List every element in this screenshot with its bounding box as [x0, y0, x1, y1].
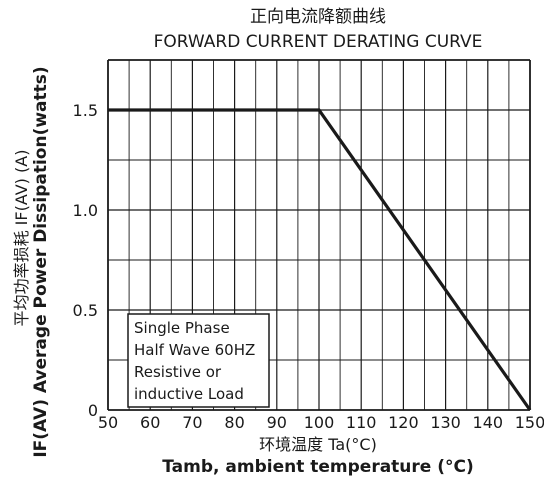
- x-tick-label: 130: [430, 413, 461, 432]
- x-tick-labels: 50 60 70 80 90 100 110 120 130 140 150: [98, 413, 544, 432]
- chart-subtitle: FORWARD CURRENT DERATING CURVE: [154, 32, 483, 52]
- x-tick-label: 90: [267, 413, 287, 432]
- x-tick-label: 80: [224, 413, 244, 432]
- y-axis-label: IF(AV) Average Power Dissipation(watts): [31, 66, 51, 457]
- note-line-3: Resistive or: [134, 363, 222, 381]
- chart-title: 正向电流降额曲线: [250, 7, 386, 27]
- x-axis-label: Tamb, ambient temperature (°C): [162, 457, 474, 477]
- note-box: Single Phase Half Wave 60HZ Resistive or…: [127, 313, 270, 408]
- y-tick-labels: 0 0.5 1.0 1.5: [73, 101, 98, 420]
- series-group: [108, 108, 532, 411]
- x-tick-label: 50: [98, 413, 118, 432]
- grid-lines: [107, 59, 531, 411]
- x-tick-label: 100: [304, 413, 335, 432]
- x-tick-label: 60: [140, 413, 160, 432]
- y-tick-label: 1.0: [73, 201, 98, 220]
- y-tick-label: 0: [88, 401, 98, 420]
- x-axis-label-cn: 环境温度 Ta(°C): [259, 435, 377, 454]
- x-tick-label: 70: [182, 413, 202, 432]
- note-line-4: inductive Load: [134, 385, 244, 403]
- y-axis-label-cn: 平均功率损耗 IF(AV) (A): [12, 150, 31, 327]
- y-tick-label: 1.5: [73, 101, 98, 120]
- note-line-2: Half Wave 60HZ: [134, 341, 255, 359]
- x-tick-label: 150: [515, 413, 544, 432]
- y-tick-label: 0.5: [73, 301, 98, 320]
- x-tick-label: 110: [346, 413, 377, 432]
- x-tick-label: 120: [388, 413, 419, 432]
- note-box-frame: [127, 313, 270, 408]
- note-line-1: Single Phase: [134, 319, 230, 337]
- series-line: [108, 108, 532, 411]
- x-tick-label: 140: [473, 413, 504, 432]
